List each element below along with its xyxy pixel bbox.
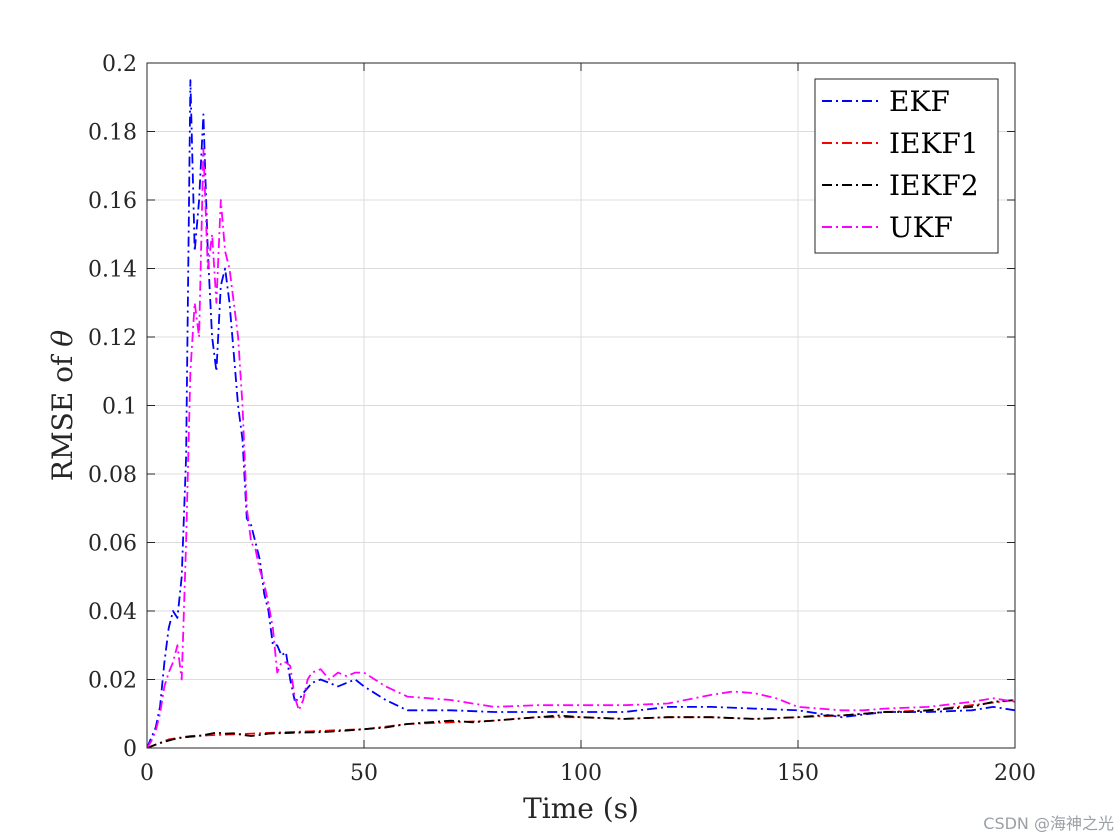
x-tick-label: 200	[994, 761, 1036, 786]
x-tick-label: 50	[350, 761, 378, 786]
y-tick-labels: 0 0.02 0.04 0.06 0.08 0.1 0.12 0.14 0.16 0.18 0.2	[88, 52, 137, 762]
y-tick-label: 0.2	[102, 52, 137, 77]
y-tick-label: 0.1	[102, 395, 137, 420]
y-tick-label: 0.06	[88, 532, 137, 557]
y-axis-title-prefix: RMSE of	[46, 347, 79, 481]
y-tick-label: 0.18	[88, 121, 137, 146]
legend-entries: EKF IEKF1 IEKF2 UKF	[822, 85, 979, 244]
series-line-iekf2	[147, 699, 1015, 748]
grid-lines	[146, 62, 1016, 749]
x-tick-label: 150	[777, 761, 819, 786]
x-axis-title: Time (s)	[523, 792, 639, 825]
x-tick-labels: 0 50 100 150 200	[140, 761, 1036, 786]
y-tick-label: 0	[123, 737, 137, 762]
watermark-text: CSDN @海神之光	[983, 814, 1114, 833]
x-tick-label: 100	[560, 761, 602, 786]
y-axis-title: RMSE of θ	[46, 330, 79, 481]
y-tick-label: 0.16	[88, 189, 137, 214]
y-axis-title-symbol: θ	[46, 330, 79, 347]
series-lines	[147, 79, 1015, 748]
legend-label-ekf: EKF	[889, 85, 950, 118]
legend-box	[814, 78, 999, 254]
legend: EKF IEKF1 IEKF2 UKF	[814, 78, 999, 254]
y-tick-label: 0.08	[88, 463, 137, 488]
legend-label-iekf1: IEKF1	[889, 127, 979, 160]
x-tick-label: 0	[140, 761, 154, 786]
y-tick-label: 0.02	[88, 669, 137, 694]
y-tick-label: 0.12	[88, 326, 137, 351]
y-tick-label: 0.04	[88, 600, 137, 625]
legend-label-ukf: UKF	[889, 211, 953, 244]
y-tick-label: 0.14	[88, 258, 137, 283]
series-line-iekf1	[147, 699, 1015, 748]
axis-ticks	[146, 62, 1016, 749]
series-line-ekf	[147, 79, 1015, 748]
series-line-ukf	[147, 147, 1015, 748]
legend-label-iekf2: IEKF2	[889, 169, 979, 202]
